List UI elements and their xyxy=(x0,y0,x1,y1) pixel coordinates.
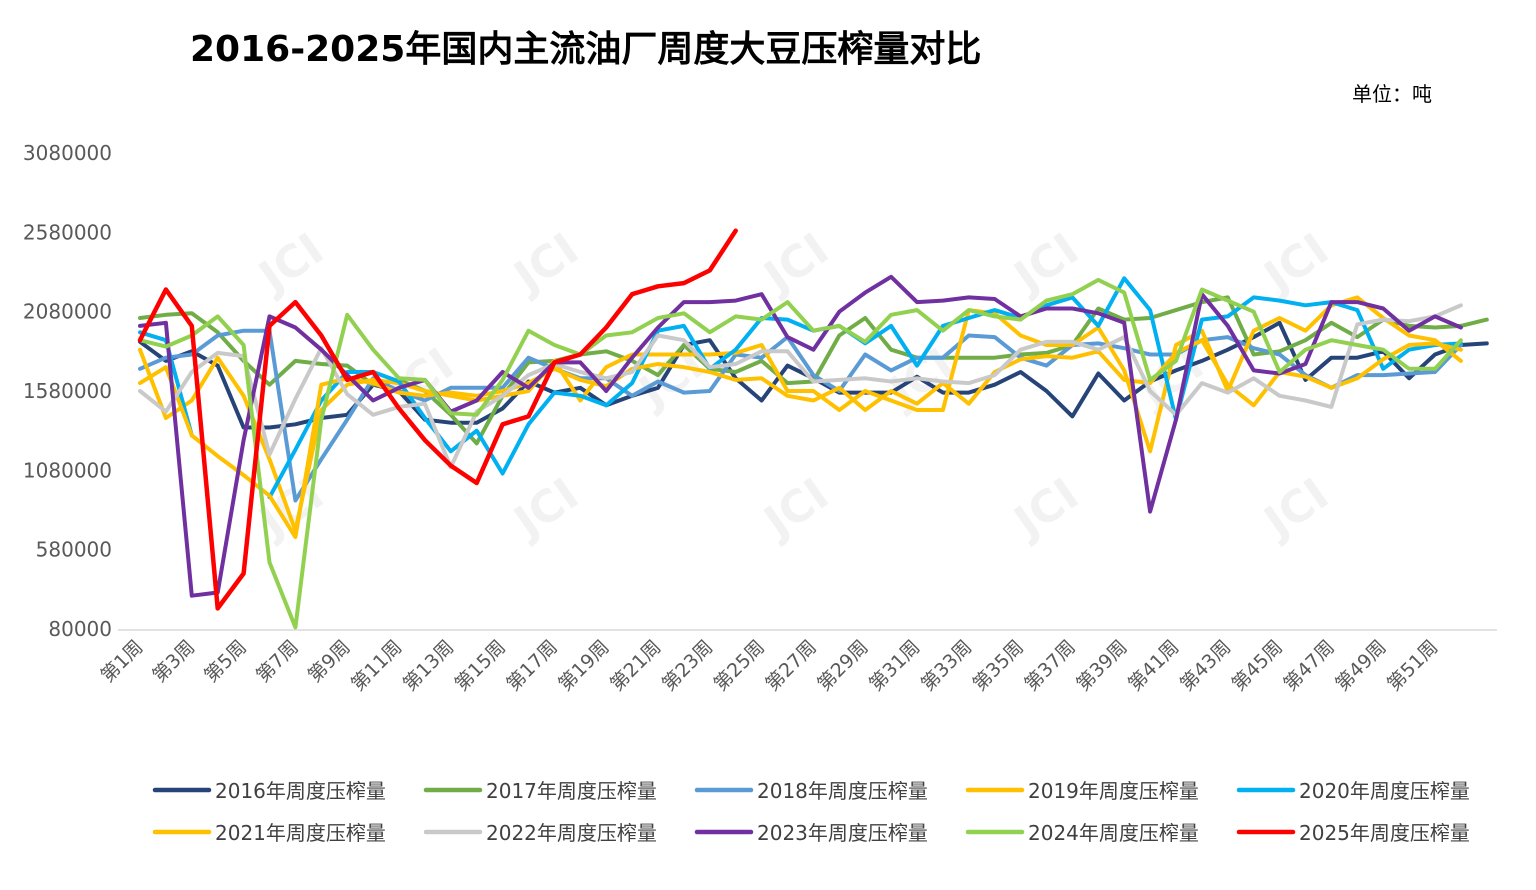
legend-item: 2024年周度压榨量 xyxy=(965,821,1199,845)
legend-label: 2021年周度压榨量 xyxy=(215,821,386,845)
y-tick-label: 580000 xyxy=(36,538,112,562)
legend-label: 2019年周度压榨量 xyxy=(1028,779,1199,803)
unit-label: 单位：吨 xyxy=(1352,82,1432,106)
series-2024年周度压榨量 xyxy=(138,277,1463,630)
legend-item: 2017年周度压榨量 xyxy=(423,779,657,803)
legend-item: 2020年周度压榨量 xyxy=(1236,779,1470,803)
legend-label: 2023年周度压榨量 xyxy=(757,821,928,845)
series-line xyxy=(138,328,1463,503)
legend-label: 2016年周度压榨量 xyxy=(215,779,386,803)
x-tick-label: 第43周 xyxy=(1176,636,1236,696)
series-line xyxy=(138,303,1463,470)
x-tick-label: 第15周 xyxy=(451,636,511,696)
x-tick-label: 第37周 xyxy=(1020,636,1080,696)
legend-label: 2018年周度压榨量 xyxy=(757,779,928,803)
x-tick-label: 第35周 xyxy=(969,636,1029,696)
x-tick-label: 第19周 xyxy=(554,636,614,696)
x-tick-label: 第31周 xyxy=(865,636,925,696)
y-tick-label: 80000 xyxy=(48,617,112,641)
x-tick-label: 第33周 xyxy=(917,636,977,696)
series-2025年周度压榨量 xyxy=(137,228,738,611)
y-tick-label: 1080000 xyxy=(23,458,112,482)
legend-label: 2020年周度压榨量 xyxy=(1299,779,1470,803)
x-tick-label: 第5周 xyxy=(200,636,251,687)
x-axis: 第1周 第3周 第5周 第7周 第9周第11周第13周第15周第17周第19周第21周第… xyxy=(97,636,1443,696)
legend-item: 2021年周度压榨量 xyxy=(152,821,386,845)
x-tick-label: 第51周 xyxy=(1383,636,1443,696)
series-line xyxy=(137,228,738,611)
watermark-logo: JCI xyxy=(503,224,588,305)
legend: 2016年周度压榨量 2017年周度压榨量 2018年周度压榨量 2019年周度压榨量… xyxy=(152,779,1470,845)
legend-item: 2019年周度压榨量 xyxy=(965,779,1199,803)
legend-item: 2025年周度压榨量 xyxy=(1236,821,1470,845)
x-tick-label: 第7周 xyxy=(252,636,303,687)
x-tick-label: 第21周 xyxy=(606,636,666,696)
x-tick-label: 第11周 xyxy=(347,636,407,696)
x-tick-label: 第47周 xyxy=(1279,636,1339,696)
watermark-logo: JCI xyxy=(1253,469,1338,550)
x-tick-label: 第3周 xyxy=(148,636,199,687)
series-line xyxy=(138,274,1463,598)
watermark-logo: JCI xyxy=(1003,469,1088,550)
y-tick-label: 1580000 xyxy=(23,379,112,403)
watermark-logo: JCI xyxy=(248,224,333,305)
watermark-logo: JCI xyxy=(753,469,838,550)
y-tick-label: 3080000 xyxy=(23,141,112,165)
x-tick-label: 第13周 xyxy=(399,636,459,696)
legend-label: 2024年周度压榨量 xyxy=(1028,821,1199,845)
series-line xyxy=(138,277,1463,630)
watermark-logo: JCI xyxy=(753,224,838,305)
x-tick-label: 第49周 xyxy=(1331,636,1391,696)
x-tick-label: 第41周 xyxy=(1124,636,1184,696)
x-tick-label: 第45周 xyxy=(1228,636,1288,696)
x-tick-label: 第39周 xyxy=(1072,636,1132,696)
legend-label: 2022年周度压榨量 xyxy=(486,821,657,845)
x-tick-label: 第27周 xyxy=(761,636,821,696)
legend-item: 2016年周度压榨量 xyxy=(152,779,386,803)
legend-item: 2023年周度压榨量 xyxy=(694,821,928,845)
x-tick-label: 第1周 xyxy=(97,636,148,687)
x-tick-label: 第17周 xyxy=(502,636,562,696)
chart-title: 2016-2025年国内主流油厂周度大豆压榨量对比 xyxy=(190,29,982,70)
x-tick-label: 第25周 xyxy=(710,636,770,696)
x-tick-label: 第29周 xyxy=(813,636,873,696)
legend-item: 2018年周度压榨量 xyxy=(694,779,928,803)
legend-label: 2017年周度压榨量 xyxy=(486,779,657,803)
watermark-logo: JCI xyxy=(1253,224,1338,305)
y-tick-label: 2080000 xyxy=(23,300,112,324)
legend-item: 2022年周度压榨量 xyxy=(423,821,657,845)
x-tick-label: 第23周 xyxy=(658,636,718,696)
series-lines xyxy=(137,228,1489,630)
y-tick-label: 2580000 xyxy=(23,220,112,244)
y-axis: 80000 580000 1080000 1580000 2080000 2580000 3… xyxy=(23,141,112,641)
series-2020年周度压榨量 xyxy=(138,276,1463,500)
watermark-logo: JCI xyxy=(503,469,588,550)
series-line xyxy=(138,338,1463,539)
legend-label: 2025年周度压榨量 xyxy=(1299,821,1470,845)
